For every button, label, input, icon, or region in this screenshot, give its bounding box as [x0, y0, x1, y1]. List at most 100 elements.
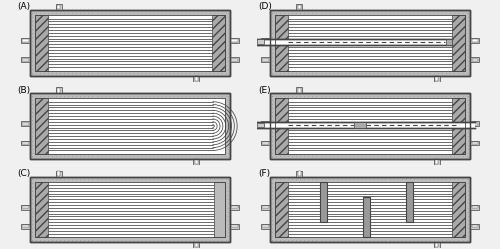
- Bar: [194, 242, 200, 248]
- Bar: [232, 39, 238, 42]
- Bar: [472, 123, 478, 125]
- Bar: [262, 142, 269, 144]
- Bar: [452, 15, 466, 70]
- Bar: [21, 57, 29, 62]
- Bar: [194, 159, 200, 165]
- Text: (E): (E): [258, 86, 270, 95]
- Bar: [257, 123, 264, 127]
- Bar: [270, 177, 470, 242]
- Bar: [446, 39, 452, 45]
- Bar: [34, 15, 48, 70]
- Bar: [470, 121, 479, 126]
- Bar: [275, 15, 288, 70]
- Bar: [34, 182, 225, 237]
- Bar: [262, 121, 270, 126]
- Bar: [270, 93, 470, 159]
- Bar: [472, 142, 478, 144]
- Bar: [452, 182, 466, 237]
- Bar: [230, 57, 238, 62]
- Text: (C): (C): [18, 169, 31, 178]
- Bar: [270, 10, 470, 75]
- Bar: [262, 59, 269, 61]
- Bar: [21, 121, 29, 126]
- Bar: [262, 205, 270, 210]
- Bar: [470, 38, 479, 43]
- Bar: [30, 177, 230, 242]
- Bar: [21, 38, 29, 43]
- Bar: [214, 182, 225, 237]
- Bar: [472, 59, 478, 61]
- Bar: [30, 93, 230, 159]
- Bar: [257, 39, 264, 44]
- Bar: [58, 88, 60, 93]
- Bar: [262, 38, 270, 43]
- Bar: [22, 225, 29, 227]
- Bar: [296, 87, 302, 93]
- Bar: [21, 140, 29, 145]
- Bar: [262, 225, 269, 227]
- Bar: [230, 38, 238, 43]
- Bar: [34, 182, 225, 237]
- Text: (F): (F): [258, 169, 270, 178]
- Bar: [435, 159, 438, 164]
- Bar: [22, 123, 29, 125]
- Bar: [270, 10, 470, 75]
- Bar: [230, 205, 238, 210]
- Bar: [262, 123, 269, 125]
- Bar: [212, 15, 225, 70]
- Bar: [34, 98, 48, 154]
- Bar: [21, 205, 29, 210]
- Bar: [30, 10, 230, 75]
- Bar: [232, 225, 238, 227]
- Bar: [194, 75, 200, 81]
- Bar: [434, 75, 440, 81]
- Bar: [195, 243, 198, 247]
- Bar: [435, 243, 438, 247]
- Bar: [21, 224, 29, 229]
- Bar: [232, 206, 238, 208]
- Bar: [298, 171, 300, 176]
- Bar: [30, 10, 230, 75]
- Bar: [34, 15, 225, 70]
- Bar: [22, 206, 29, 208]
- Bar: [362, 197, 370, 237]
- Bar: [30, 93, 230, 159]
- Bar: [58, 5, 60, 9]
- Bar: [30, 10, 230, 75]
- Bar: [435, 76, 438, 81]
- Bar: [275, 98, 466, 154]
- Bar: [275, 15, 466, 70]
- Bar: [262, 224, 270, 229]
- Bar: [275, 182, 466, 237]
- Bar: [230, 224, 238, 229]
- Bar: [22, 142, 29, 144]
- Bar: [195, 76, 198, 81]
- Bar: [320, 182, 327, 222]
- Bar: [434, 242, 440, 248]
- Bar: [262, 206, 269, 208]
- Bar: [275, 182, 288, 237]
- Text: (D): (D): [258, 2, 272, 11]
- Bar: [275, 15, 466, 70]
- Bar: [434, 159, 440, 165]
- Bar: [22, 39, 29, 42]
- Bar: [262, 57, 270, 62]
- Bar: [30, 177, 230, 242]
- Bar: [56, 4, 62, 10]
- Bar: [470, 224, 479, 229]
- Bar: [298, 88, 300, 93]
- Bar: [232, 59, 238, 61]
- Bar: [296, 4, 302, 10]
- Bar: [275, 98, 288, 154]
- Bar: [452, 98, 466, 154]
- Text: (A): (A): [18, 2, 30, 11]
- Bar: [472, 206, 478, 208]
- Bar: [22, 59, 29, 61]
- Bar: [406, 182, 412, 222]
- Bar: [472, 39, 478, 42]
- Bar: [270, 10, 470, 75]
- Bar: [472, 225, 478, 227]
- Bar: [298, 5, 300, 9]
- Bar: [270, 93, 470, 159]
- Text: (B): (B): [18, 86, 30, 95]
